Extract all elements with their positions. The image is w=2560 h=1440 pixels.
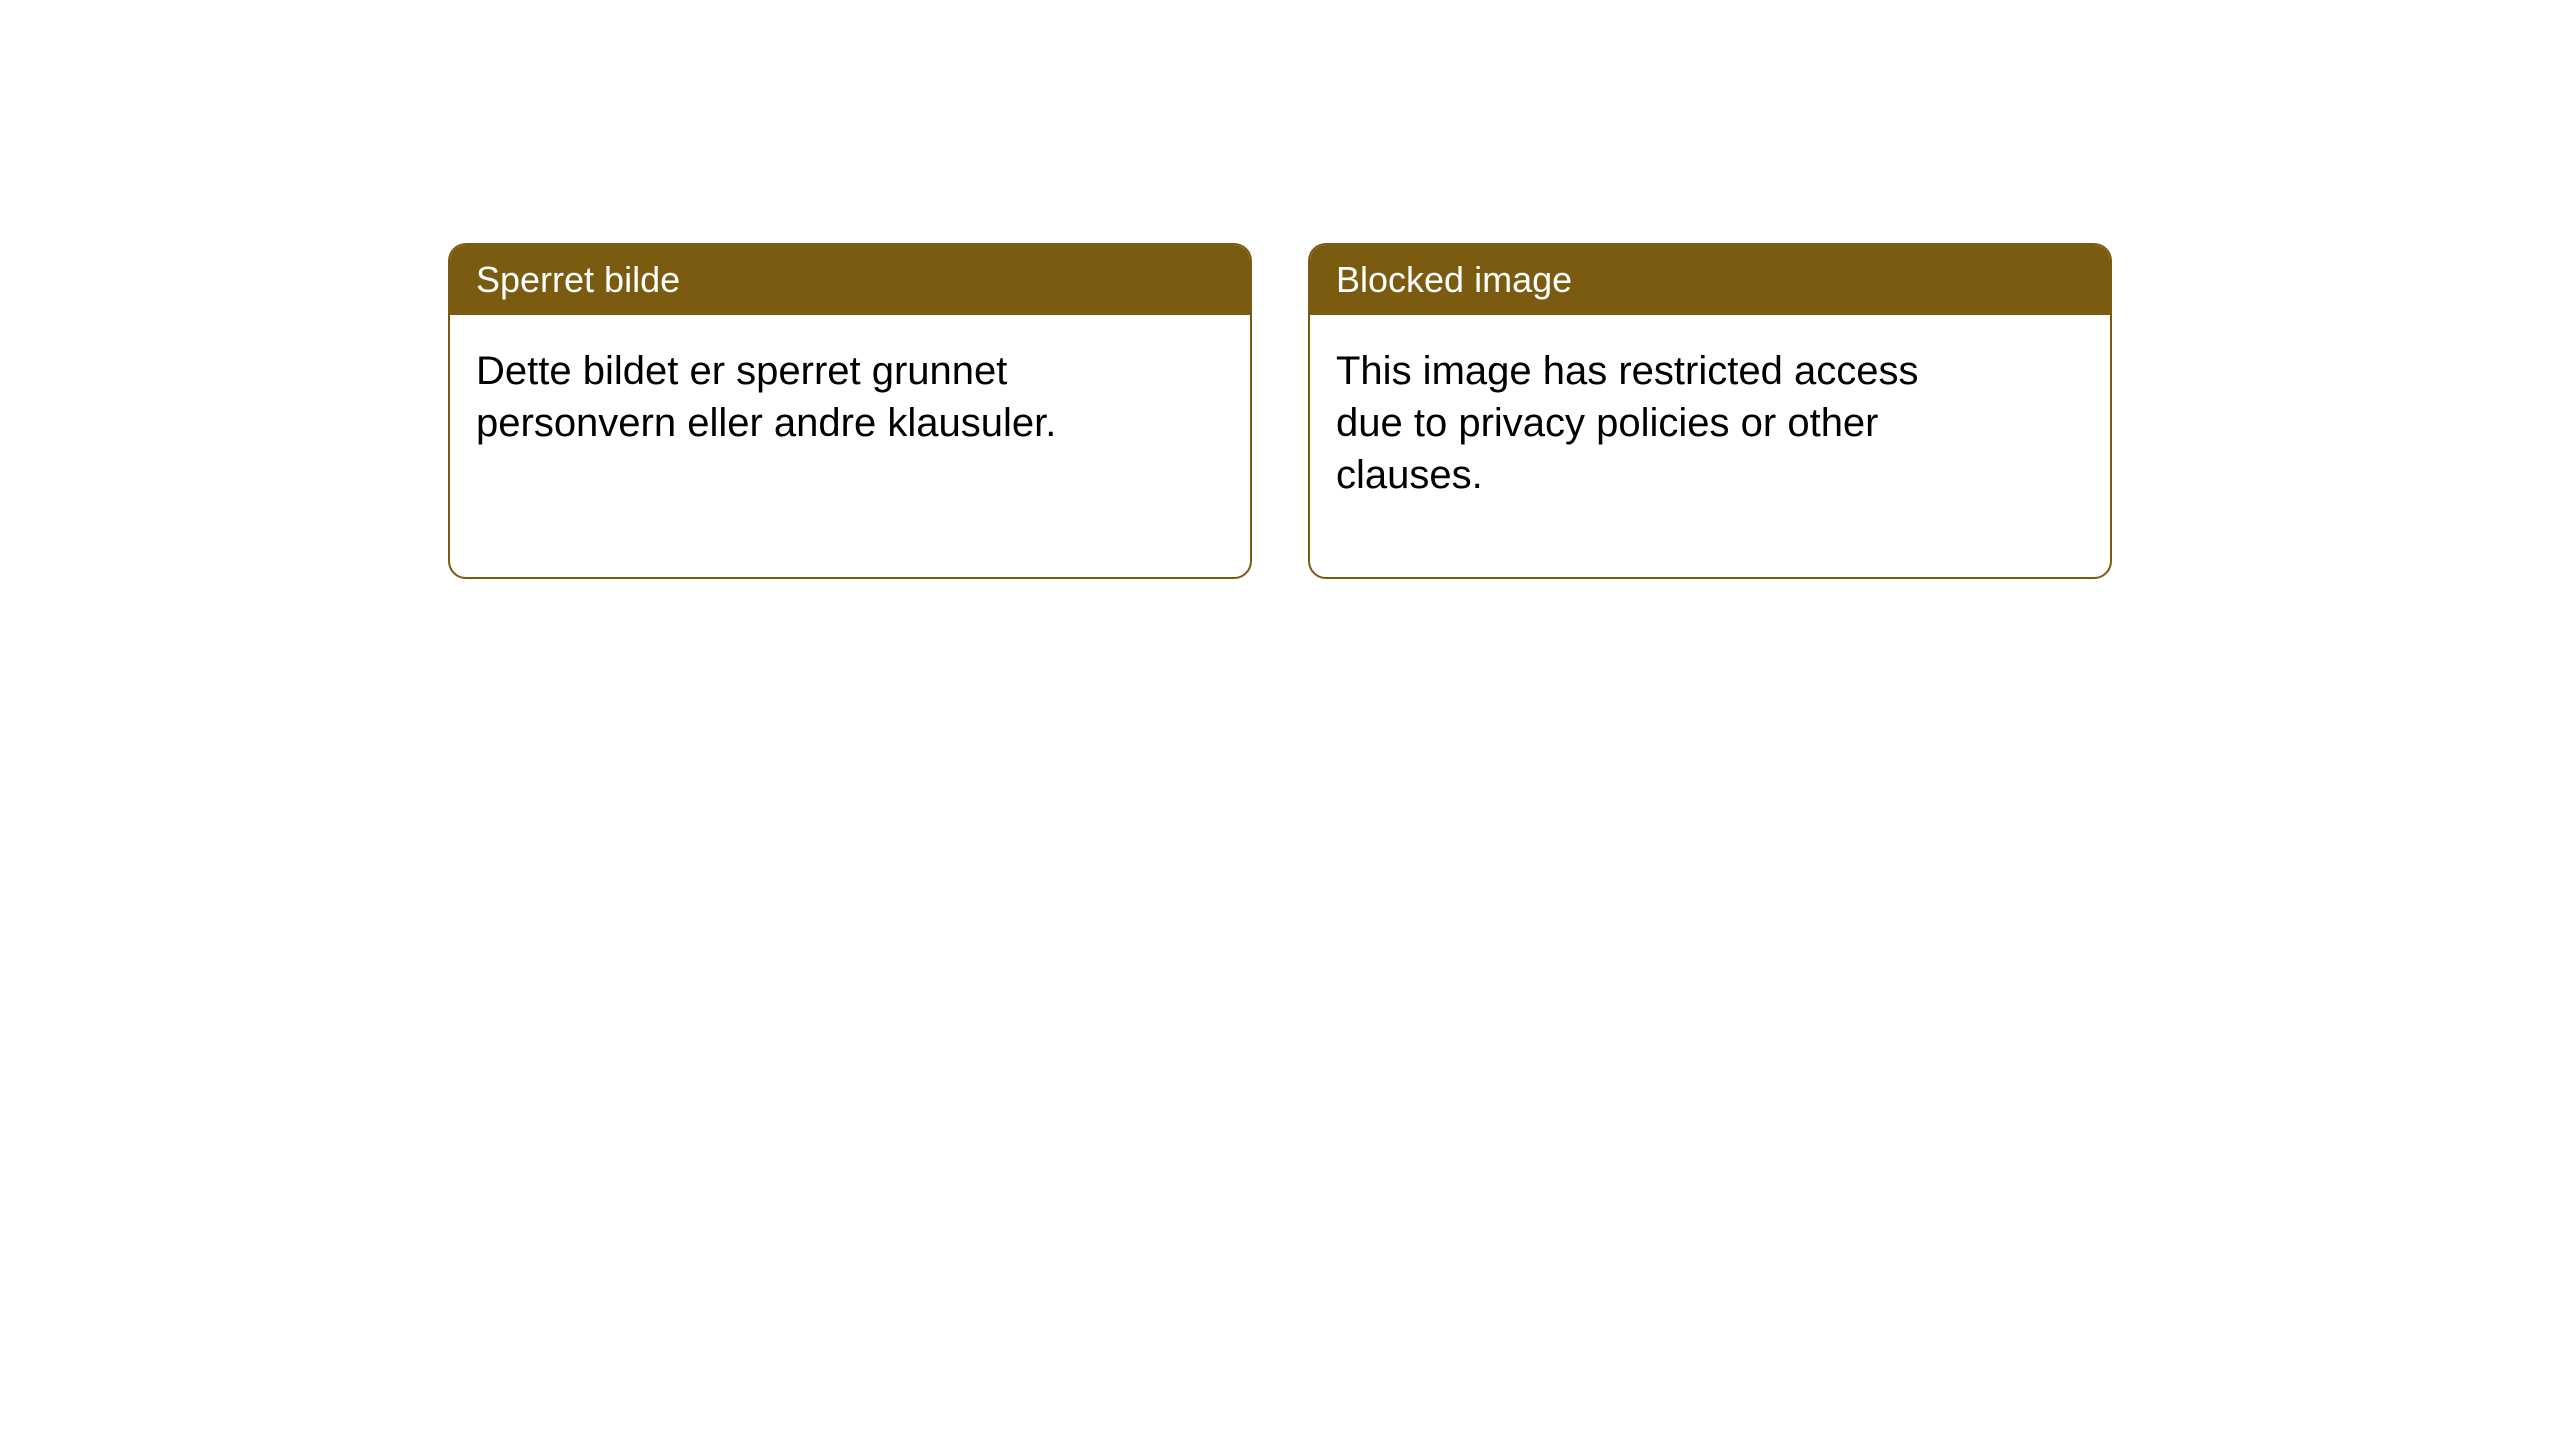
card-title: Sperret bilde (476, 259, 680, 300)
notice-cards-container: Sperret bilde Dette bildet er sperret gr… (448, 243, 2112, 579)
card-body: Dette bildet er sperret grunnet personve… (450, 315, 1150, 479)
card-header: Sperret bilde (450, 245, 1250, 315)
card-body-text: Dette bildet er sperret grunnet personve… (476, 349, 1056, 445)
card-title: Blocked image (1336, 259, 1572, 300)
notice-card-norwegian: Sperret bilde Dette bildet er sperret gr… (448, 243, 1252, 579)
notice-card-english: Blocked image This image has restricted … (1308, 243, 2112, 579)
card-header: Blocked image (1310, 245, 2110, 315)
card-body-text: This image has restricted access due to … (1336, 349, 1918, 497)
card-body: This image has restricted access due to … (1310, 315, 2010, 531)
